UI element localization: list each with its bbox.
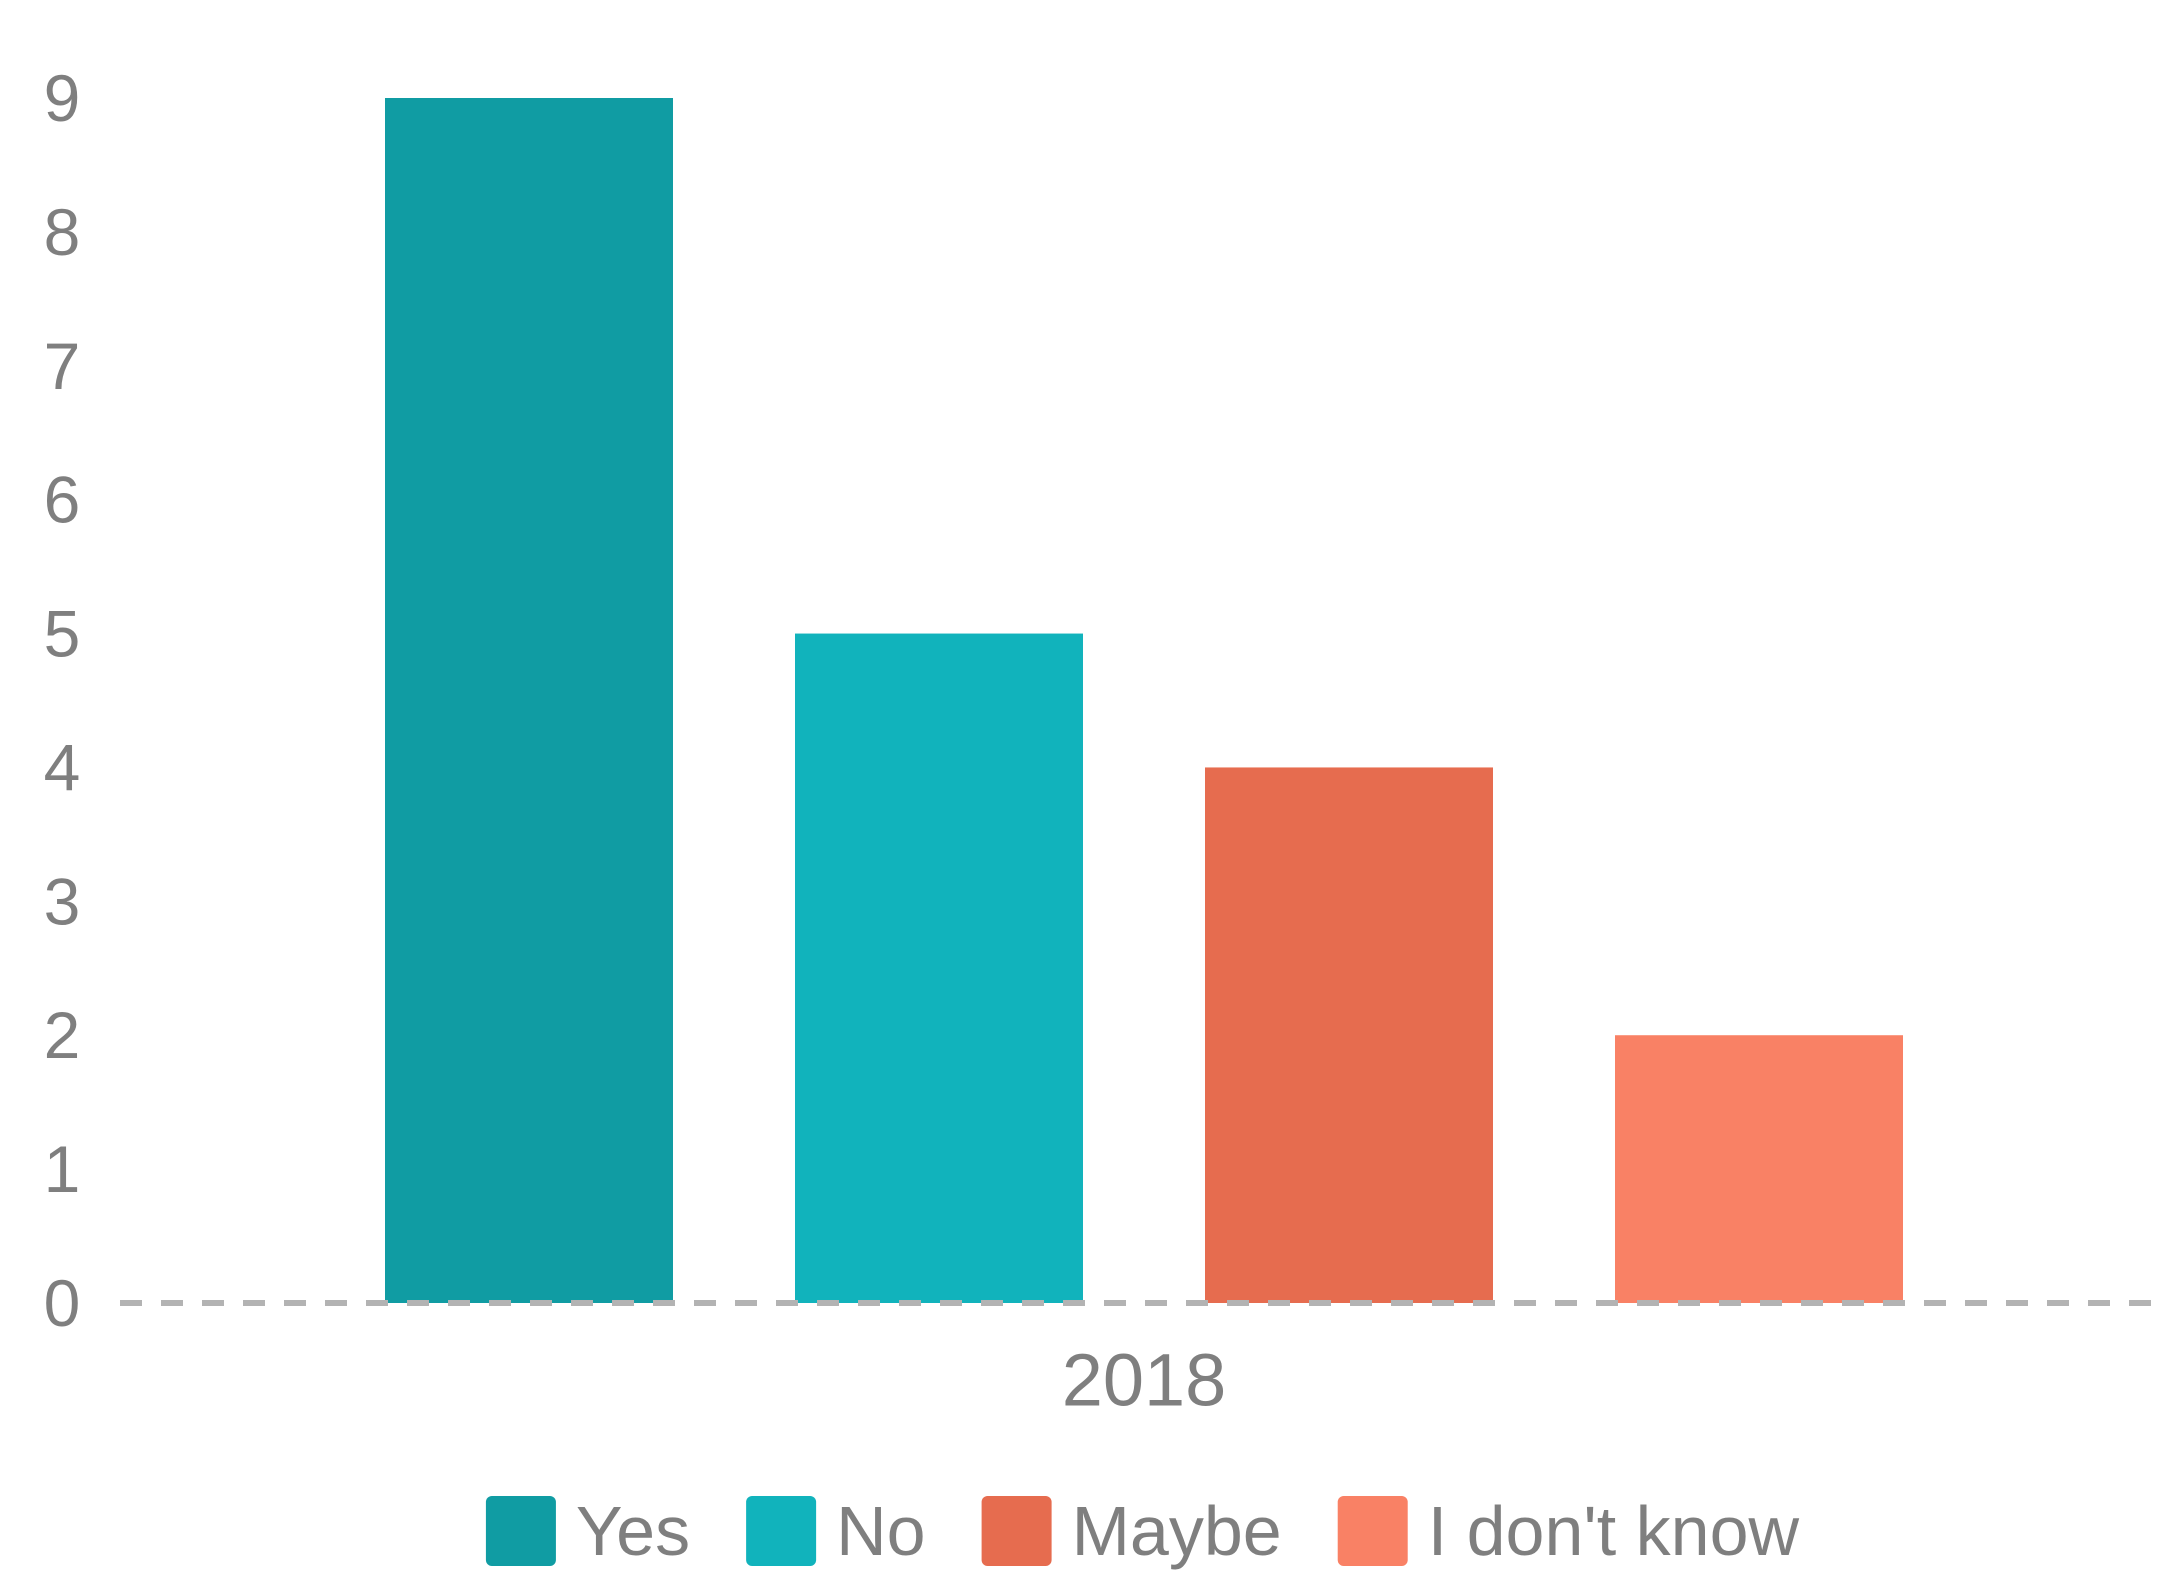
bars bbox=[385, 98, 1903, 1303]
x-tick-label: 2018 bbox=[1062, 1339, 1227, 1422]
x-axis: 2018 bbox=[1062, 1339, 1227, 1422]
y-tick-label: 1 bbox=[44, 1132, 81, 1206]
y-tick-label: 4 bbox=[44, 730, 81, 804]
y-tick-label: 8 bbox=[44, 195, 81, 269]
legend-label: No bbox=[836, 1492, 925, 1570]
legend: Yes No Maybe I don't know bbox=[485, 1492, 1800, 1570]
bar-maybe bbox=[1205, 767, 1493, 1303]
legend-label: Maybe bbox=[1072, 1492, 1282, 1570]
legend-swatch bbox=[1337, 1496, 1408, 1566]
y-tick-label: 0 bbox=[44, 1266, 81, 1340]
legend-label: Yes bbox=[576, 1492, 690, 1570]
bar-yes bbox=[385, 98, 673, 1303]
legend-swatch bbox=[485, 1496, 556, 1566]
legend-swatch bbox=[981, 1496, 1052, 1566]
bar-i-don-t-know bbox=[1615, 1035, 1903, 1303]
legend-item-i-don-t-know: I don't know bbox=[1337, 1492, 1800, 1570]
y-axis: 0 1 2 3 4 5 6 7 8 9 bbox=[44, 61, 81, 1340]
bar-no bbox=[795, 633, 1083, 1303]
y-tick-label: 2 bbox=[44, 998, 81, 1072]
y-tick-label: 7 bbox=[44, 329, 81, 403]
legend-item-maybe: Maybe bbox=[981, 1492, 1282, 1570]
legend-item-yes: Yes bbox=[485, 1492, 690, 1570]
legend-swatch bbox=[746, 1496, 817, 1566]
y-tick-label: 5 bbox=[44, 597, 81, 671]
legend-item-no: No bbox=[746, 1492, 926, 1570]
y-tick-label: 6 bbox=[44, 463, 81, 537]
legend-label: I don't know bbox=[1428, 1492, 1800, 1570]
y-tick-label: 9 bbox=[44, 61, 81, 135]
y-tick-label: 3 bbox=[44, 864, 81, 938]
